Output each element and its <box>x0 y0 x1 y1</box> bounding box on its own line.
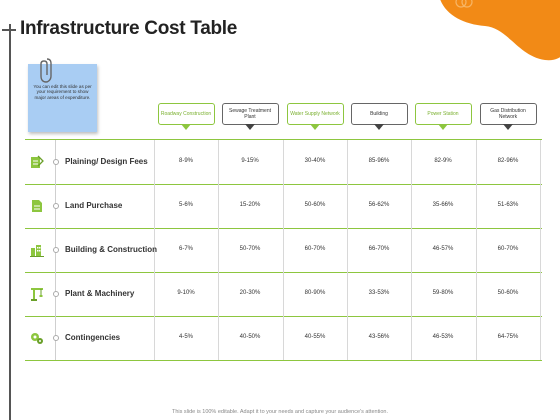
column-divider <box>411 140 412 360</box>
footer-text: This slide is 100% editable. Adapt it to… <box>172 409 388 415</box>
table-cell: 80-90% <box>304 290 326 296</box>
row-label-4: Contingencies <box>65 333 121 342</box>
column-header-label: Power Station <box>427 111 459 117</box>
table-cell: 20-30% <box>239 290 261 296</box>
table-cell: 9-15% <box>241 158 259 164</box>
column-header-2: Water Supply Network <box>286 103 344 130</box>
land-document-icon <box>29 198 45 214</box>
row-label-3: Plant & Machinery <box>65 289 135 298</box>
table-cell: 4-5% <box>178 334 193 340</box>
table-cell: 60-70% <box>497 246 519 252</box>
header-arrow-icon <box>245 124 255 130</box>
table-cell: 46-57% <box>432 246 454 252</box>
table-cell: 40-55% <box>304 334 326 340</box>
column-divider <box>347 140 348 360</box>
table-cell: 6-7% <box>178 246 193 252</box>
table-cell: 5-6% <box>178 202 193 208</box>
table-cell: 30-40% <box>304 158 326 164</box>
column-header-label: Sewage Treatment Plant <box>229 108 271 120</box>
table-cell: 59-80% <box>432 290 454 296</box>
table-cell: 8-9% <box>178 158 193 164</box>
column-header-label: Water Supply Network <box>290 111 340 117</box>
row-marker-dot <box>53 291 59 297</box>
table-cell: 50-60% <box>304 202 326 208</box>
table-cell: 85-96% <box>368 158 390 164</box>
column-header-3: Building <box>350 103 408 130</box>
header-arrow-icon <box>503 124 513 130</box>
table-cell: 46-53% <box>432 334 454 340</box>
header-arrow-icon <box>310 124 320 130</box>
table-cell: 43-56% <box>368 334 390 340</box>
row-marker-dot <box>53 203 59 209</box>
table-cell: 60-70% <box>304 246 326 252</box>
column-header-4: Power Station <box>414 103 472 130</box>
column-divider <box>154 140 155 360</box>
column-header-label: Building <box>370 111 388 117</box>
table-cell: 9-10% <box>177 290 195 296</box>
column-header-1: Sewage Treatment Plant <box>221 103 279 130</box>
building-crane-icon <box>29 242 45 258</box>
table-cell: 50-70% <box>239 246 261 252</box>
column-divider <box>476 140 477 360</box>
header-arrow-icon <box>438 124 448 130</box>
column-divider <box>283 140 284 360</box>
column-header-label: Roadway Construction <box>160 111 212 117</box>
table-cell: 15-20% <box>239 202 261 208</box>
left-vertical-rule <box>9 24 11 420</box>
row-label-2: Building & Construction <box>65 245 157 254</box>
page-title: Infrastructure Cost Table <box>20 18 238 39</box>
row-divider <box>25 360 542 361</box>
column-divider <box>540 140 541 360</box>
table-cell: 40-50% <box>239 334 261 340</box>
table-cell: 51-63% <box>497 202 519 208</box>
table-cell: 82-9% <box>434 158 452 164</box>
column-header-0: Roadway Construction <box>157 103 215 130</box>
column-divider <box>218 140 219 360</box>
title-tick <box>2 29 16 31</box>
row-marker-dot <box>53 159 59 165</box>
table-cell: 64-75% <box>497 334 519 340</box>
sticky-note: You can edit this slide as per your requ… <box>28 64 97 132</box>
header-arrow-icon <box>374 124 384 130</box>
column-header-5: Gas Distribution Network <box>479 103 537 130</box>
row-marker-dot <box>53 335 59 341</box>
table-cell: 35-66% <box>432 202 454 208</box>
table-cell: 50-60% <box>497 290 519 296</box>
machinery-crane-icon <box>29 286 45 302</box>
table-cell: 66-70% <box>368 246 390 252</box>
column-header-label: Gas Distribution Network <box>490 108 526 120</box>
paperclip-icon <box>40 58 52 83</box>
contingency-gears-icon <box>29 330 45 346</box>
decorative-orange-blob <box>440 0 560 61</box>
row-label-1: Land Purchase <box>65 201 123 210</box>
sticky-note-text: You can edit this slide as per your requ… <box>33 84 92 100</box>
row-marker-dot <box>53 247 59 253</box>
table-cell: 82-96% <box>497 158 519 164</box>
row-label-0: Plaining/ Design Fees <box>65 157 148 166</box>
header-arrow-icon <box>181 124 191 130</box>
design-document-icon <box>29 154 45 170</box>
table-cell: 33-53% <box>368 290 390 296</box>
table-cell: 56-62% <box>368 202 390 208</box>
row-divider <box>25 139 542 140</box>
